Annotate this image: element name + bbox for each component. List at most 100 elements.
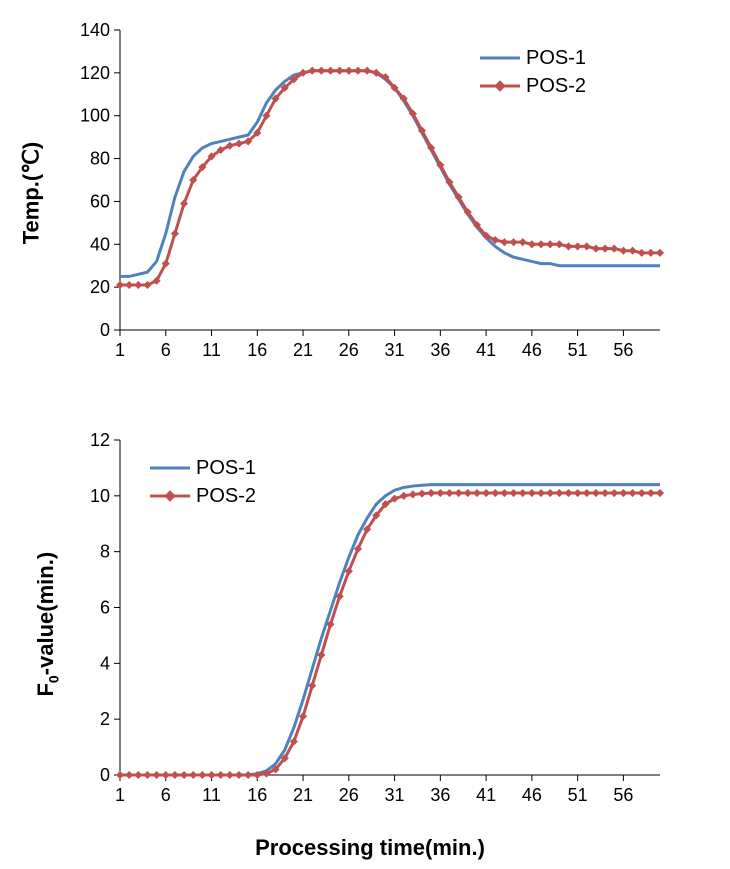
marker-pos-2-icon: [657, 490, 663, 496]
svg-text:4: 4: [100, 653, 110, 673]
marker-pos-2-icon: [245, 772, 251, 778]
marker-pos-2-icon: [520, 239, 526, 245]
svg-text:21: 21: [293, 340, 313, 360]
marker-pos-2-icon: [163, 772, 169, 778]
svg-text:36: 36: [430, 785, 450, 805]
svg-text:51: 51: [568, 785, 588, 805]
marker-pos-2-icon: [135, 282, 141, 288]
svg-text:31: 31: [385, 340, 405, 360]
svg-text:21: 21: [293, 785, 313, 805]
marker-pos-2-icon: [218, 772, 224, 778]
marker-pos-2-icon: [584, 490, 590, 496]
svg-text:60: 60: [90, 191, 110, 211]
marker-pos-2-icon: [520, 490, 526, 496]
chart-temperature-svg: 0204060801001201401611162126313641465156…: [60, 20, 680, 380]
marker-pos-2-icon: [419, 491, 425, 497]
marker-pos-2-icon: [620, 248, 626, 254]
marker-pos-2-icon: [630, 490, 636, 496]
marker-pos-2-icon: [593, 490, 599, 496]
marker-pos-2-icon: [437, 490, 443, 496]
svg-text:56: 56: [613, 340, 633, 360]
marker-pos-2-icon: [492, 490, 498, 496]
marker-pos-2-icon: [144, 772, 150, 778]
marker-pos-2-icon: [630, 248, 636, 254]
marker-pos-2-icon: [190, 772, 196, 778]
svg-text:100: 100: [80, 106, 110, 126]
chart-fvalue: 0246810121611162126313641465156POS-1POS-…: [60, 430, 680, 825]
svg-text:10: 10: [90, 486, 110, 506]
marker-pos-2-icon: [456, 490, 462, 496]
marker-pos-2-icon: [117, 772, 123, 778]
marker-pos-2-icon: [309, 68, 315, 74]
svg-text:120: 120: [80, 63, 110, 83]
svg-text:8: 8: [100, 542, 110, 562]
chart-fvalue-svg: 0246810121611162126313641465156POS-1POS-…: [60, 430, 680, 825]
marker-pos-2-icon: [584, 243, 590, 249]
marker-pos-2-icon: [620, 490, 626, 496]
marker-pos-2-icon: [328, 68, 334, 74]
svg-text:41: 41: [476, 785, 496, 805]
x-axis-label: Processing time(min.): [60, 835, 680, 861]
marker-pos-2-icon: [547, 241, 553, 247]
marker-pos-2-icon: [657, 250, 663, 256]
marker-pos-2-icon: [575, 490, 581, 496]
marker-pos-2-icon: [126, 772, 132, 778]
marker-pos-2-icon: [181, 772, 187, 778]
marker-pos-2-icon: [355, 68, 361, 74]
marker-pos-2-icon: [135, 772, 141, 778]
marker-pos-2-icon: [565, 490, 571, 496]
svg-text:40: 40: [90, 234, 110, 254]
series-pos-2: [120, 493, 660, 775]
marker-pos-2-icon: [474, 490, 480, 496]
marker-pos-2-icon: [556, 241, 562, 247]
marker-pos-2-icon: [602, 490, 608, 496]
svg-text:0: 0: [100, 765, 110, 785]
svg-text:46: 46: [522, 340, 542, 360]
svg-text:31: 31: [385, 785, 405, 805]
svg-text:11: 11: [202, 785, 221, 805]
marker-pos-2-icon: [529, 241, 535, 247]
svg-text:36: 36: [430, 340, 450, 360]
legend-label: POS-1: [526, 47, 586, 69]
svg-text:1: 1: [115, 785, 125, 805]
marker-pos-2-icon: [611, 246, 617, 252]
svg-text:12: 12: [90, 430, 110, 450]
marker-pos-2-icon: [346, 68, 352, 74]
svg-text:46: 46: [522, 785, 542, 805]
svg-text:11: 11: [202, 340, 221, 360]
svg-text:2: 2: [100, 709, 110, 729]
marker-pos-2-icon: [501, 490, 507, 496]
marker-pos-2-icon: [364, 68, 370, 74]
marker-pos-2-icon: [648, 490, 654, 496]
marker-pos-2-icon: [501, 239, 507, 245]
svg-text:41: 41: [476, 340, 496, 360]
svg-text:51: 51: [568, 340, 588, 360]
marker-pos-2-icon: [511, 239, 517, 245]
marker-pos-2-icon: [547, 490, 553, 496]
marker-pos-2-icon: [565, 243, 571, 249]
marker-pos-2-icon: [538, 241, 544, 247]
marker-pos-2-icon: [648, 250, 654, 256]
marker-pos-2-icon: [126, 282, 132, 288]
marker-pos-2-icon: [199, 772, 205, 778]
marker-pos-2-icon: [639, 490, 645, 496]
svg-text:1: 1: [115, 340, 125, 360]
marker-pos-2-icon: [227, 772, 233, 778]
marker-pos-2-icon: [172, 772, 178, 778]
series-pos-2: [120, 71, 660, 285]
marker-pos-2-icon: [602, 246, 608, 252]
series-pos-1: [120, 485, 660, 775]
svg-text:16: 16: [247, 785, 267, 805]
marker-pos-2-icon: [337, 68, 343, 74]
svg-text:6: 6: [100, 598, 110, 618]
marker-pos-2-icon: [593, 246, 599, 252]
marker-pos-2-icon: [236, 141, 242, 147]
chart-temperature: 0204060801001201401611162126313641465156…: [60, 20, 680, 380]
svg-text:26: 26: [339, 785, 359, 805]
marker-pos-2-icon: [611, 490, 617, 496]
marker-pos-2-icon: [236, 772, 242, 778]
marker-pos-2-icon: [556, 490, 562, 496]
svg-text:0: 0: [100, 320, 110, 340]
marker-pos-2-icon: [446, 490, 452, 496]
svg-text:20: 20: [90, 277, 110, 297]
